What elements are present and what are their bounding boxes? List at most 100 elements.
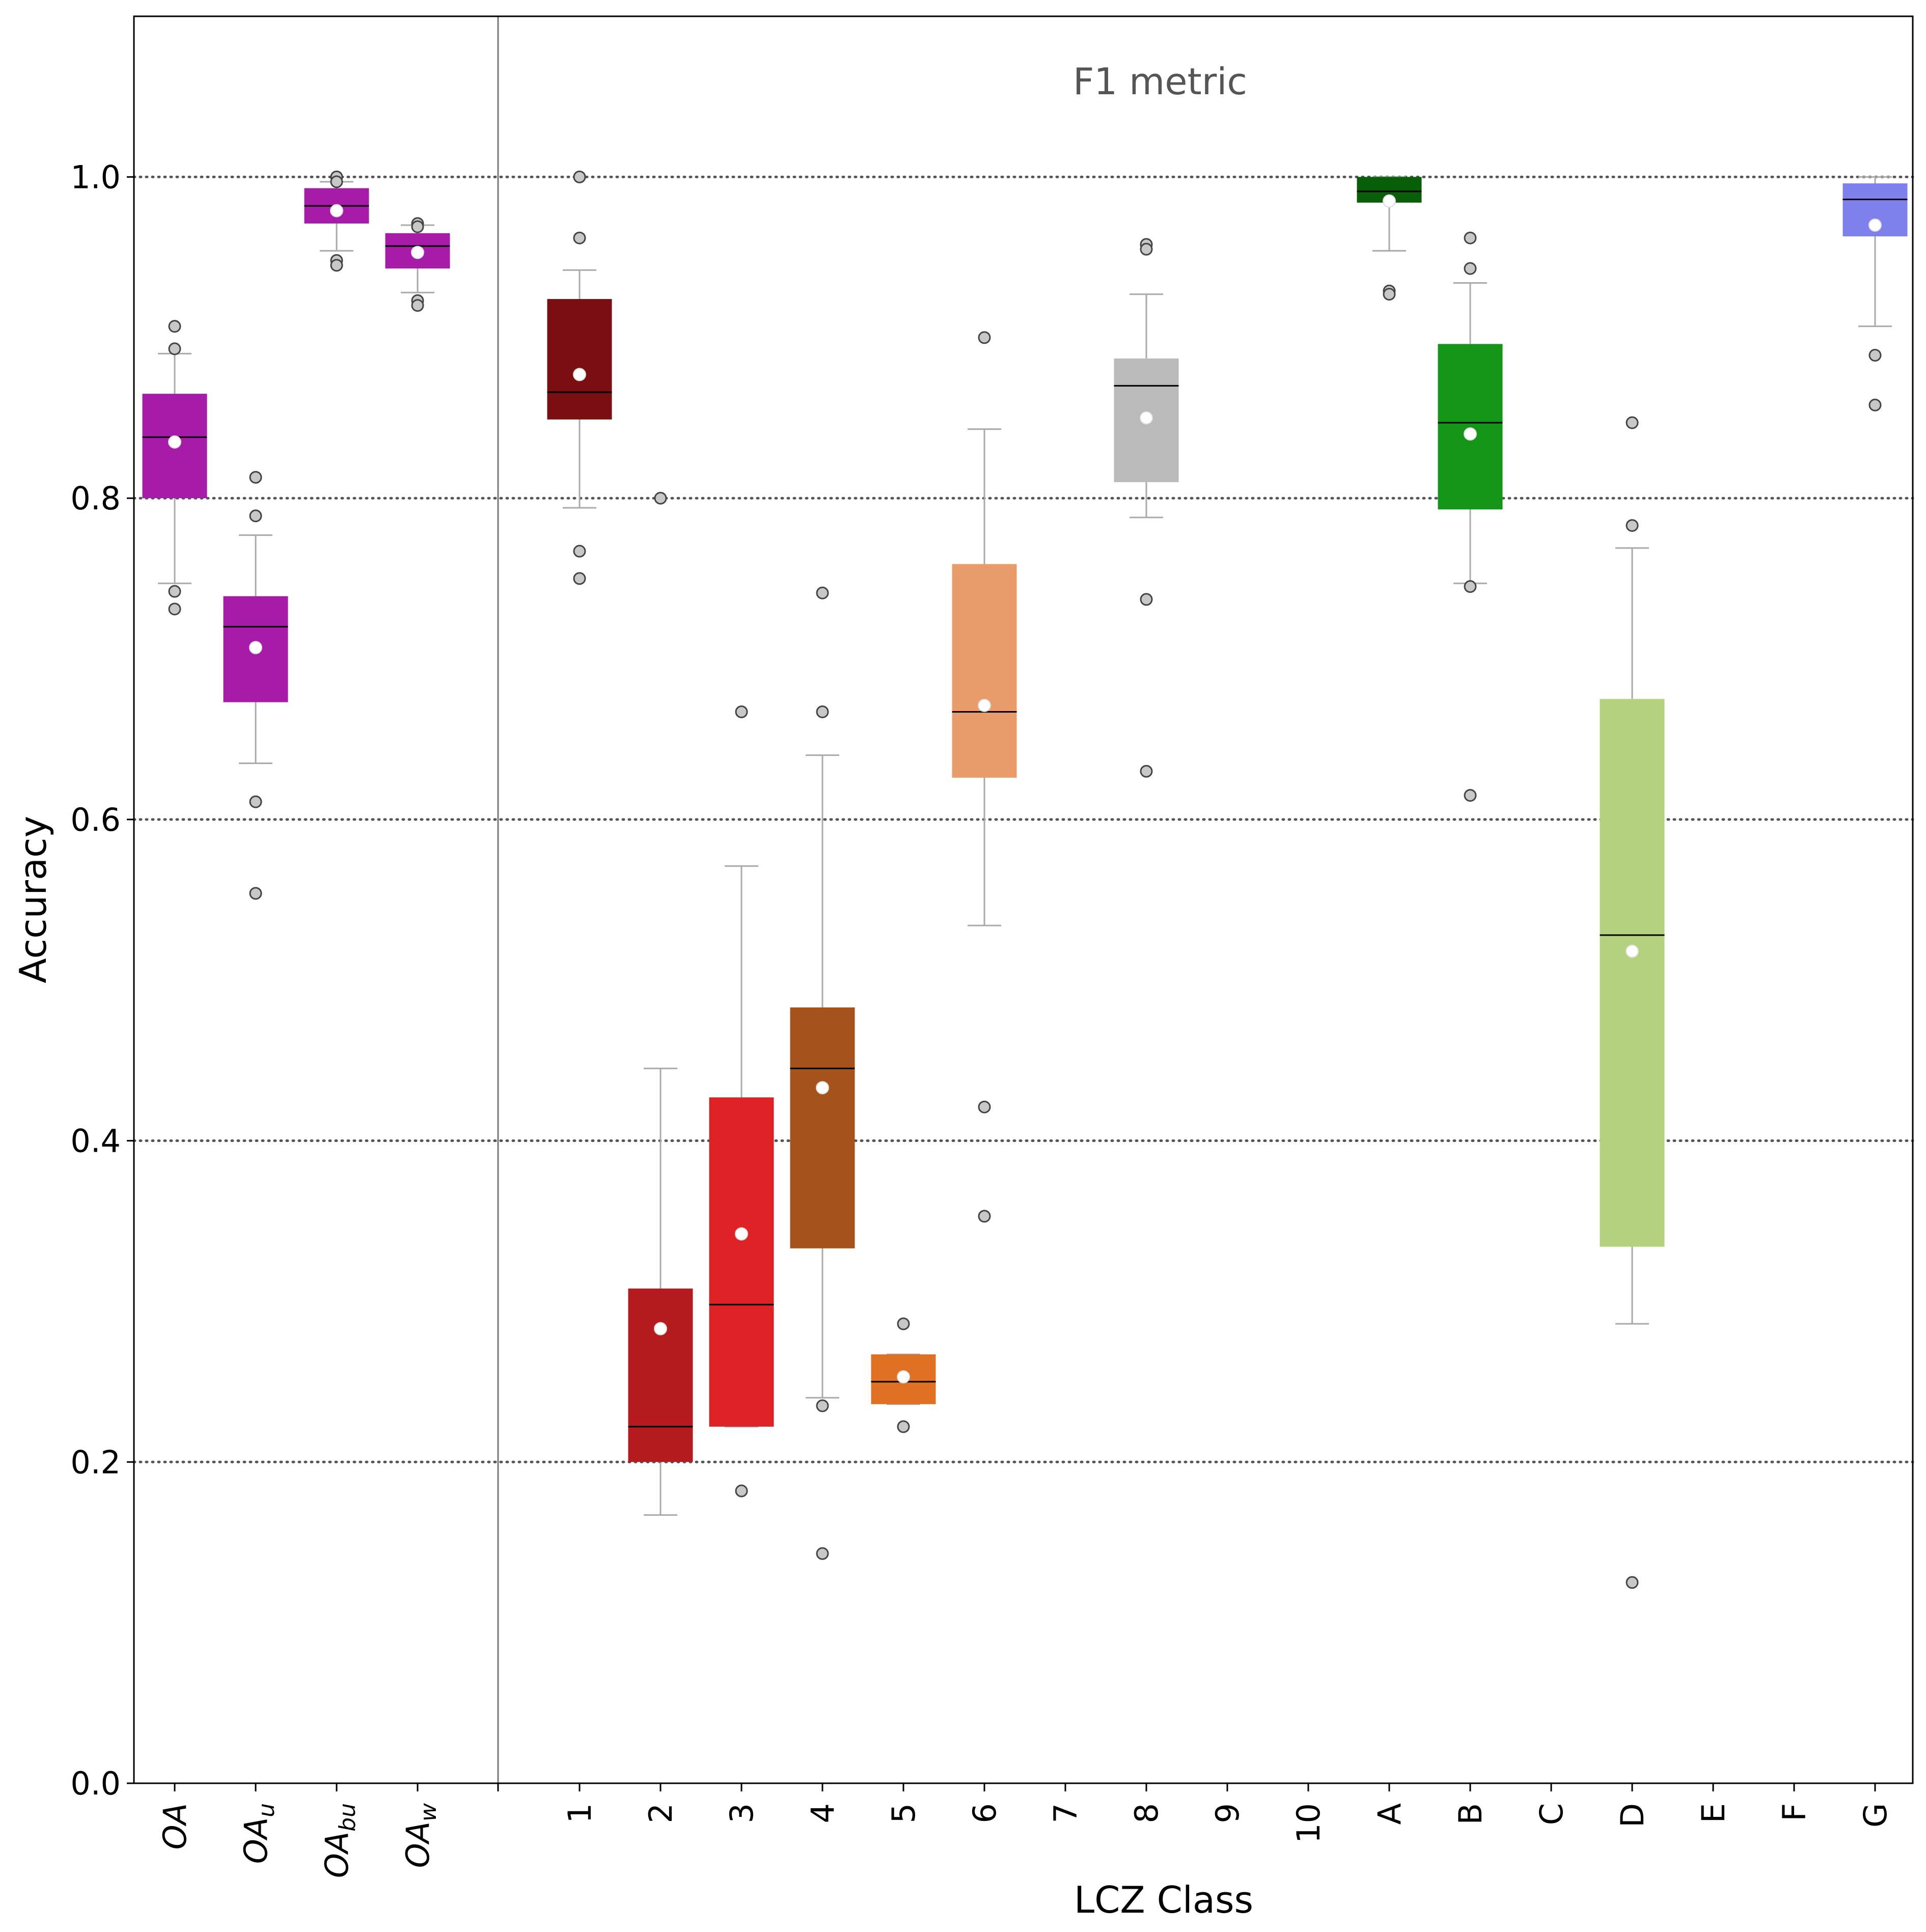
plot-frame bbox=[133, 15, 1914, 1784]
outlier-point bbox=[1868, 398, 1882, 412]
x-tick-label: 4 bbox=[804, 1803, 841, 1823]
box-plot bbox=[709, 705, 774, 1498]
mean-marker bbox=[897, 1370, 910, 1384]
x-tick-label: 2 bbox=[642, 1803, 679, 1823]
box-plot bbox=[385, 217, 450, 312]
box-plot bbox=[304, 170, 369, 272]
mean-marker bbox=[249, 641, 262, 655]
y-axis-ticks: 0.0 0.2 0.4 0.6 0.8 1.0 bbox=[70, 158, 134, 1802]
outlier-point bbox=[573, 170, 586, 183]
outlier-point bbox=[411, 220, 424, 233]
outlier-point bbox=[1626, 1576, 1639, 1589]
outlier-point bbox=[816, 705, 829, 719]
y-tick-label: 0.0 bbox=[70, 1765, 121, 1802]
box-plot bbox=[1438, 231, 1503, 802]
outlier-point bbox=[816, 586, 829, 600]
y-tick-label: 1.0 bbox=[70, 158, 121, 196]
x-tick-label: 8 bbox=[1128, 1803, 1165, 1823]
mean-marker bbox=[1464, 427, 1477, 441]
box-plot bbox=[790, 586, 855, 1560]
outlier-point bbox=[1464, 580, 1477, 593]
mean-marker bbox=[330, 204, 343, 217]
mean-marker bbox=[573, 368, 586, 382]
outlier-point bbox=[168, 320, 181, 333]
box-plot bbox=[142, 320, 207, 616]
box-iqr bbox=[1438, 344, 1503, 510]
box-iqr bbox=[1600, 699, 1665, 1247]
outlier-point bbox=[168, 603, 181, 616]
box-plot bbox=[547, 170, 612, 585]
box-iqr bbox=[709, 1097, 774, 1427]
x-tick-label: G bbox=[1857, 1803, 1894, 1828]
mean-marker bbox=[1626, 944, 1639, 958]
y-tick-label: 0.2 bbox=[70, 1444, 121, 1481]
x-tick-label: 9 bbox=[1209, 1803, 1246, 1823]
outlier-point bbox=[330, 259, 343, 272]
x-tick-label: 1 bbox=[561, 1803, 598, 1823]
x-tick-label: OAbu bbox=[318, 1803, 361, 1878]
y-tick-label: 0.6 bbox=[70, 801, 121, 838]
outlier-point bbox=[816, 1399, 829, 1412]
x-tick-label: OA bbox=[156, 1803, 194, 1849]
mean-marker bbox=[1383, 194, 1396, 208]
outlier-point bbox=[978, 1100, 991, 1113]
x-tick-label: 10 bbox=[1290, 1803, 1327, 1843]
box-iqr bbox=[547, 299, 612, 420]
box-plot bbox=[223, 471, 288, 900]
x-tick-label: 6 bbox=[966, 1803, 1003, 1823]
x-tick-label: E bbox=[1695, 1803, 1732, 1823]
box-plot bbox=[1842, 176, 1908, 412]
outlier-point bbox=[573, 231, 586, 244]
x-tick-label: 3 bbox=[723, 1803, 760, 1823]
x-axis-ticks: OA OAu OAbu OAw 1 2 3 4 5 6 7 8 9 10 A B C D E F G bbox=[156, 1783, 1894, 1878]
mean-marker bbox=[816, 1081, 829, 1095]
outlier-point bbox=[411, 299, 424, 312]
mean-marker bbox=[735, 1227, 748, 1241]
outlier-point bbox=[573, 545, 586, 558]
x-tick-label: A bbox=[1371, 1803, 1408, 1825]
outlier-point bbox=[816, 1547, 829, 1560]
outlier-point bbox=[1140, 242, 1153, 256]
outlier-point bbox=[654, 492, 667, 505]
x-axis-title: LCZ Class bbox=[1074, 1879, 1253, 1921]
outlier-point bbox=[249, 509, 262, 523]
outlier-point bbox=[1464, 231, 1477, 244]
box-iqr bbox=[952, 564, 1017, 778]
mean-marker bbox=[1868, 218, 1882, 232]
mean-marker bbox=[168, 435, 181, 449]
box-iqr bbox=[790, 1007, 855, 1248]
outlier-point bbox=[735, 705, 748, 719]
mean-marker bbox=[654, 1322, 667, 1336]
x-tick-label: F bbox=[1776, 1803, 1813, 1821]
y-tick-label: 0.4 bbox=[70, 1123, 121, 1160]
mean-marker bbox=[411, 246, 424, 259]
box-iqr bbox=[628, 1288, 693, 1462]
outlier-point bbox=[249, 887, 262, 900]
outlier-point bbox=[897, 1420, 910, 1433]
x-tick-label: D bbox=[1614, 1803, 1651, 1828]
outlier-point bbox=[1868, 348, 1882, 362]
mean-marker bbox=[978, 698, 991, 712]
box-plot bbox=[1357, 176, 1422, 301]
box-plot bbox=[871, 1317, 936, 1433]
outlier-point bbox=[1464, 262, 1477, 275]
mean-marker bbox=[1140, 411, 1153, 425]
outlier-point bbox=[1140, 593, 1153, 606]
outlier-point bbox=[330, 175, 343, 188]
x-tick-label: B bbox=[1452, 1803, 1489, 1825]
x-tick-label: 5 bbox=[885, 1803, 922, 1823]
outlier-point bbox=[735, 1484, 748, 1498]
y-axis-title: Accuracy bbox=[12, 816, 54, 984]
outlier-point bbox=[1383, 288, 1396, 301]
outlier-point bbox=[1140, 765, 1153, 778]
box-plot bbox=[628, 492, 693, 1516]
outlier-point bbox=[249, 795, 262, 808]
outlier-point bbox=[1626, 519, 1639, 532]
outlier-point bbox=[168, 342, 181, 356]
outlier-point bbox=[978, 1210, 991, 1223]
x-tick-label: OAw bbox=[399, 1803, 442, 1868]
outlier-point bbox=[897, 1317, 910, 1330]
box-plot bbox=[1600, 416, 1665, 1589]
plot-annotation: F1 metric bbox=[1073, 60, 1247, 103]
